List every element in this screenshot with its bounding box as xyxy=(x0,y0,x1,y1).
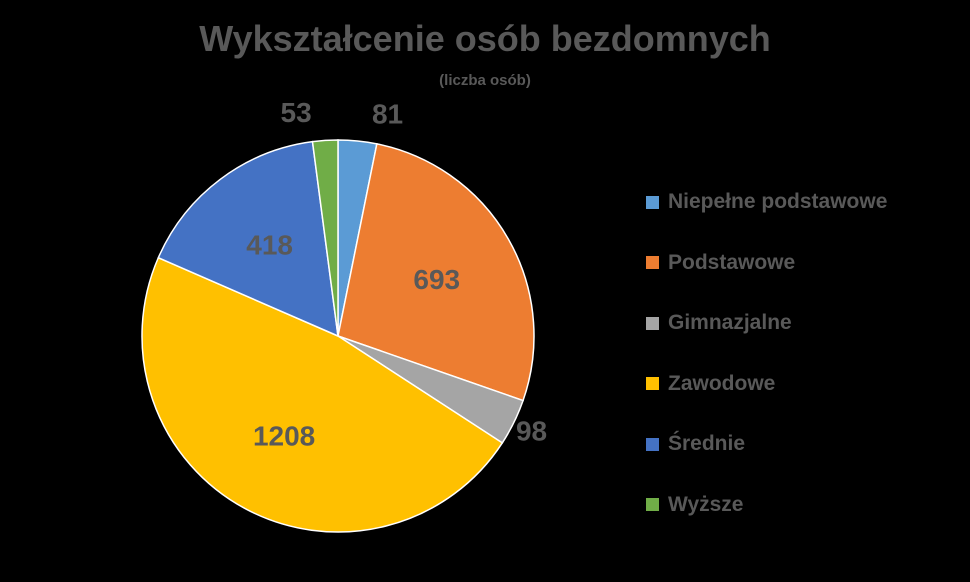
legend-label: Gimnazjalne xyxy=(668,311,792,335)
data-label: 693 xyxy=(413,264,460,295)
data-label: 1208 xyxy=(253,421,315,452)
legend-label: Niepełne podstawowe xyxy=(668,190,888,214)
chart-subtitle: (liczba osób) xyxy=(439,72,531,89)
legend-swatch xyxy=(646,437,659,451)
pie-slice xyxy=(141,256,504,533)
legend-swatch xyxy=(646,316,659,330)
chart-legend: Niepełne podstawowe Podstawowe Gimnazjalne… xyxy=(646,172,887,535)
legend-label: Zawodowe xyxy=(668,371,776,395)
legend-swatch xyxy=(646,256,659,270)
legend-item: Wyższe xyxy=(646,475,887,536)
legend-swatch xyxy=(646,195,659,209)
data-label: 81 xyxy=(372,99,403,130)
legend-item: Zawodowe xyxy=(646,354,887,415)
legend-label: Wyższe xyxy=(668,492,744,516)
pie-slice xyxy=(311,139,339,337)
legend-item: Średnie xyxy=(646,414,887,475)
pie-slice xyxy=(337,143,535,402)
legend-swatch xyxy=(646,377,659,391)
data-label: 98 xyxy=(516,415,547,446)
legend-item: Niepełne podstawowe xyxy=(646,172,887,233)
chart-title: Wykształcenie osób bezdomnych xyxy=(199,18,771,59)
legend-label: Podstawowe xyxy=(668,250,796,274)
pie-slice xyxy=(157,140,339,338)
legend-item: Gimnazjalne xyxy=(646,293,887,354)
legend-swatch xyxy=(646,498,659,512)
data-label: 53 xyxy=(281,97,312,128)
legend-label: Średnie xyxy=(668,432,746,456)
legend-item: Podstawowe xyxy=(646,233,887,294)
data-label: 418 xyxy=(246,230,293,261)
